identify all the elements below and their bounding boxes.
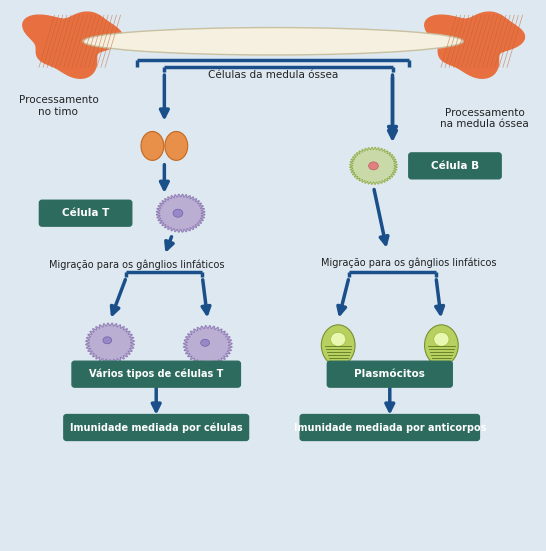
FancyBboxPatch shape xyxy=(72,361,240,387)
Ellipse shape xyxy=(434,332,449,346)
Polygon shape xyxy=(349,147,397,185)
Text: Vários tipos de células T: Vários tipos de células T xyxy=(89,369,223,380)
Text: Imunidade mediada por células: Imunidade mediada por células xyxy=(70,422,242,433)
Text: Célula B: Célula B xyxy=(431,161,479,171)
Text: Plasmócitos: Plasmócitos xyxy=(354,369,425,379)
Text: Células da medula óssea: Células da medula óssea xyxy=(208,70,338,80)
FancyBboxPatch shape xyxy=(64,414,248,440)
Ellipse shape xyxy=(83,28,463,55)
Polygon shape xyxy=(86,323,134,363)
Ellipse shape xyxy=(173,209,183,217)
Polygon shape xyxy=(23,12,122,78)
Ellipse shape xyxy=(103,337,112,344)
FancyBboxPatch shape xyxy=(300,414,479,440)
FancyBboxPatch shape xyxy=(409,153,501,179)
Polygon shape xyxy=(425,12,525,78)
Ellipse shape xyxy=(141,132,164,160)
Ellipse shape xyxy=(330,332,346,346)
Polygon shape xyxy=(183,326,232,365)
Ellipse shape xyxy=(369,162,378,170)
FancyBboxPatch shape xyxy=(327,361,452,387)
Text: Processamento
no timo: Processamento no timo xyxy=(19,95,98,117)
FancyBboxPatch shape xyxy=(39,200,132,226)
Text: Imunidade mediada por anticorpos: Imunidade mediada por anticorpos xyxy=(294,423,486,433)
Text: Migração para os gânglios linfáticos: Migração para os gânglios linfáticos xyxy=(50,260,225,270)
Text: Migração para os gânglios linfáticos: Migração para os gânglios linfáticos xyxy=(321,258,496,268)
Ellipse shape xyxy=(165,132,188,160)
Text: Processamento
na medula óssea: Processamento na medula óssea xyxy=(441,107,529,129)
Polygon shape xyxy=(156,194,205,232)
Ellipse shape xyxy=(425,325,458,366)
Ellipse shape xyxy=(322,325,355,366)
Ellipse shape xyxy=(201,339,210,346)
Text: Célula T: Célula T xyxy=(62,208,109,218)
